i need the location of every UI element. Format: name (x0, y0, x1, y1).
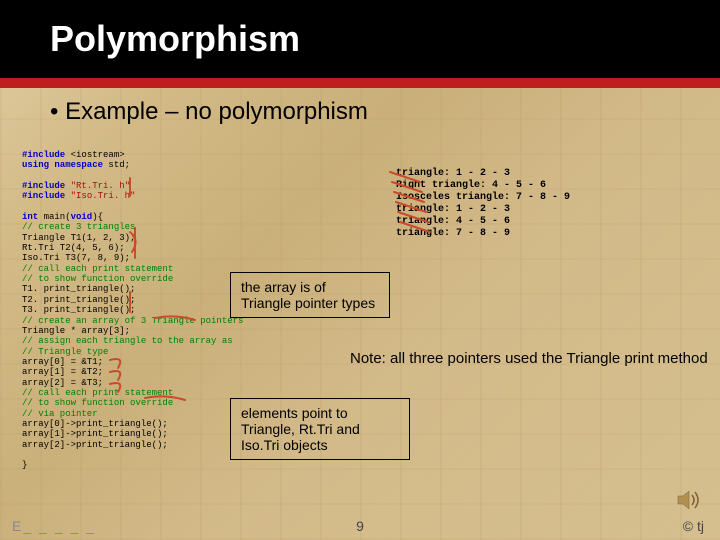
code-comment: // call each print statement (22, 264, 243, 274)
code-keyword: #include (22, 191, 65, 201)
bullet-example: • Example – no polymorphism (50, 98, 670, 126)
output-line: triangle: 4 - 5 - 6 (396, 216, 570, 228)
code-keyword: #include (22, 150, 65, 160)
code-text: <iostream> (65, 150, 124, 160)
code-text: std; (103, 160, 130, 170)
code-keyword: #include (22, 181, 65, 191)
program-output: triangle: 1 - 2 - 3 Right triangle: 4 - … (396, 168, 570, 240)
code-line: Rt.Tri T2(4, 5, 6); (22, 243, 243, 253)
code-comment: // assign each triangle to the array as (22, 336, 243, 346)
slide-title: Polymorphism (0, 18, 300, 60)
code-line: int main(void){ (22, 212, 243, 222)
code-keyword: using namespace (22, 160, 103, 170)
output-line: Isosceles triangle: 7 - 8 - 9 (396, 192, 570, 204)
callout-array-type: the array is of Triangle pointer types (230, 272, 390, 318)
code-line: T3. print_triangle(); (22, 305, 243, 315)
code-string: "Iso.Tri. h" (65, 191, 135, 201)
code-listing: #include <iostream> using namespace std;… (22, 150, 243, 471)
code-string: "Rt.Tri. h" (65, 181, 130, 191)
code-line: array[0] = &T1; (22, 357, 243, 367)
output-line: triangle: 1 - 2 - 3 (396, 168, 570, 180)
output-line: Right triangle: 4 - 5 - 6 (396, 180, 570, 192)
slide-header: Polymorphism (0, 0, 720, 78)
output-line: triangle: 7 - 8 - 9 (396, 228, 570, 240)
code-blank (22, 450, 243, 460)
code-line: } (22, 460, 243, 470)
code-blank (22, 202, 243, 212)
code-line: Triangle T1(1, 2, 3); (22, 233, 243, 243)
code-line: #include "Iso.Tri. h" (22, 191, 243, 201)
footer-left: E_ _ _ _ _ (12, 518, 96, 534)
content-area: • Example – no polymorphism (0, 88, 720, 126)
code-line: array[0]->print_triangle(); (22, 419, 243, 429)
code-text: ){ (92, 212, 103, 222)
code-line: array[2]->print_triangle(); (22, 440, 243, 450)
code-text: main( (38, 212, 70, 222)
code-line: array[2] = &T3; (22, 378, 243, 388)
callout-elements: elements point to Triangle, Rt.Tri and I… (230, 398, 410, 460)
speaker-icon (676, 489, 702, 516)
code-line: using namespace std; (22, 160, 243, 170)
code-keyword: int (22, 212, 38, 222)
footer-right: © tj (683, 518, 704, 534)
code-blank (22, 171, 243, 181)
code-line: array[1]->print_triangle(); (22, 429, 243, 439)
code-comment: // create 3 triangles (22, 222, 243, 232)
code-keyword: void (71, 212, 93, 222)
code-comment: // Triangle type (22, 347, 243, 357)
code-line: #include <iostream> (22, 150, 243, 160)
code-comment: // via pointer (22, 409, 243, 419)
accent-bar (0, 78, 720, 88)
code-line: T1. print_triangle(); (22, 284, 243, 294)
code-comment: // to show function override (22, 398, 243, 408)
code-comment: // create an array of 3 Triangle pointer… (22, 316, 243, 326)
code-line: array[1] = &T2; (22, 367, 243, 377)
note-pointers: Note: all three pointers used the Triang… (350, 350, 708, 367)
page-number: 9 (356, 518, 364, 534)
code-line: T2. print_triangle(); (22, 295, 243, 305)
code-line: #include "Rt.Tri. h" (22, 181, 243, 191)
code-comment: // call each print statement (22, 388, 243, 398)
code-line: Triangle * array[3]; (22, 326, 243, 336)
code-comment: // to show function override (22, 274, 243, 284)
code-line: Iso.Tri T3(7, 8, 9); (22, 253, 243, 263)
output-line: triangle: 1 - 2 - 3 (396, 204, 570, 216)
